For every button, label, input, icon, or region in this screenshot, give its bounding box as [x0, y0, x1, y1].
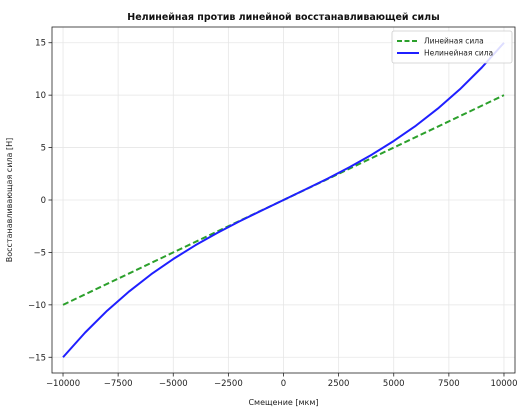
legend: Линейная сила Нелинейная сила [391, 30, 513, 64]
ticks: −10000 −7500 −5000 −2500 0 2500 5000 7500 10000 −… [28, 39, 517, 389]
legend-label-nonlinear: Нелинейная сила [424, 49, 493, 58]
y-axis-label: Восстанавливающая сила [Н] [5, 138, 14, 262]
y-tick-label: 0 [41, 196, 46, 206]
x-tick-label: 2500 [328, 379, 350, 389]
y-tick-label: 15 [35, 39, 46, 49]
y-tick-label: −15 [28, 353, 46, 363]
x-tick-label: −5000 [159, 379, 188, 389]
x-tick-label: 5000 [383, 379, 405, 389]
x-tick-label: 10000 [490, 379, 517, 389]
series-line-nonlinear [62, 42, 505, 358]
x-tick-label: 0 [281, 379, 286, 389]
y-tick-label: −10 [28, 301, 46, 311]
y-tick-label: 10 [35, 91, 46, 101]
x-tick-label: −2500 [214, 379, 243, 389]
x-tick-label: 7500 [438, 379, 460, 389]
x-tick-label: −7500 [104, 379, 133, 389]
y-tick-label: −5 [33, 248, 46, 258]
y-tick-label: 5 [41, 144, 46, 154]
legend-box [391, 30, 513, 64]
x-axis-label: Смещение [мкм] [248, 398, 318, 407]
chart-title: Нелинейная против линейной восстанавлива… [127, 12, 439, 23]
series-layer [62, 42, 505, 358]
x-tick-label: −10000 [46, 379, 80, 389]
legend-label-linear: Линейная сила [424, 37, 484, 46]
